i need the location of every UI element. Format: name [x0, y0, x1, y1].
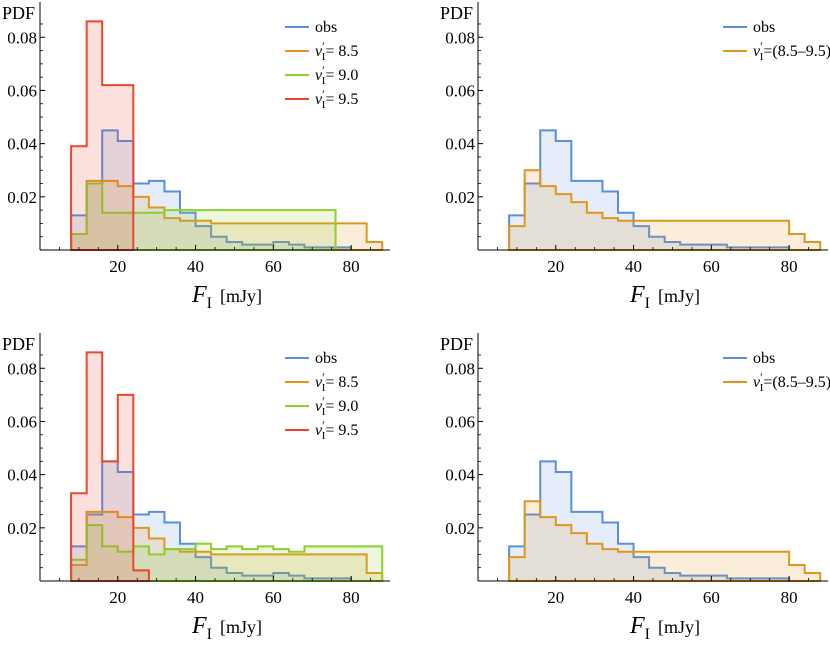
legend-entry: v′ I= 9.0 [315, 394, 358, 418]
legend-entry: v′ I= 8.5 [315, 370, 358, 394]
x-tick-label: 40 [625, 588, 642, 607]
x-tick-label: 60 [703, 257, 720, 276]
x-tick-label: 60 [265, 588, 282, 607]
legend-entry: v′ I= 9.5 [315, 87, 358, 111]
y-tick-label: 0.06 [445, 412, 475, 431]
y-tick-label: 0.08 [7, 28, 37, 47]
panel-top-right: 20 40 60 80 0.02 0.04 0.06 0.08 PDF FI [mJy] obs v′ I… [440, 2, 830, 312]
legend-entry: v′ I= 8.5 [315, 39, 358, 63]
y-tick-label: 0.04 [7, 466, 37, 485]
histogram-series-obs [508, 460, 791, 582]
histogram-series-obs [508, 129, 791, 251]
x-tick-label: 60 [703, 588, 720, 607]
histogram-series-v95 [70, 351, 150, 582]
legend-entry: v′ I=(8.5–9.5) [753, 370, 830, 394]
x-tick-label: 40 [187, 588, 204, 607]
y-tick-label: 0.02 [7, 519, 37, 538]
histogram-series-range [508, 500, 822, 582]
x-axis-label: FI [mJy] [629, 282, 700, 312]
legend-entry: obs [315, 350, 337, 367]
x-tick-label: 20 [109, 588, 126, 607]
panel-bottom-left: 20 40 60 80 0.02 0.04 0.06 0.08 PDF FI [mJy] obs v′ I… [2, 333, 390, 643]
x-axis-label: FI [mJy] [191, 613, 262, 643]
x-tick-label: 20 [547, 588, 564, 607]
y-tick-label: 0.06 [7, 412, 37, 431]
y-tick-label: 0.04 [445, 466, 475, 485]
y-tick-label: 0.04 [445, 135, 475, 154]
x-tick-label: 60 [265, 257, 282, 276]
legend-entry: v′ I= 9.0 [315, 63, 358, 87]
legend-entry: obs [753, 350, 775, 367]
y-tick-label: 0.04 [7, 135, 37, 154]
panel-top-left: 20 40 60 80 0.02 0.04 0.06 0.08 PDF FI [mJy] obs v′ I… [2, 2, 390, 312]
legend: obs v′ I=(8.5–9.5) [723, 19, 830, 63]
legend-entry: obs [315, 19, 337, 36]
x-tick-label: 80 [781, 257, 798, 276]
x-axis-label: FI [mJy] [629, 613, 700, 643]
y-tick-label: 0.08 [445, 28, 475, 47]
x-tick-label: 20 [109, 257, 126, 276]
legend-entry: obs [753, 19, 775, 36]
histogram-series-v90 [70, 524, 384, 582]
legend-entry: v′ I= 9.5 [315, 418, 358, 442]
histogram-series-v95 [70, 20, 135, 251]
y-tick-label: 0.02 [445, 519, 475, 538]
y-axis-label: PDF [2, 334, 35, 354]
x-tick-label: 20 [547, 257, 564, 276]
y-tick-label: 0.06 [7, 81, 37, 100]
y-tick-label: 0.02 [445, 188, 475, 207]
histogram-series-v85 [70, 179, 384, 251]
histogram-series-range [508, 169, 822, 251]
legend: obs v′ I= 8.5v′ I= 9.0v′ I= 9.5 [285, 350, 358, 442]
histogram-series-v90 [70, 182, 337, 251]
x-tick-label: 80 [343, 588, 360, 607]
x-tick-label: 80 [781, 588, 798, 607]
histogram-series-v85 [70, 510, 384, 582]
x-tick-label: 40 [625, 257, 642, 276]
y-tick-label: 0.08 [7, 359, 37, 378]
y-tick-label: 0.06 [445, 81, 475, 100]
legend: obs v′ I= 8.5v′ I= 9.0v′ I= 9.5 [285, 19, 358, 111]
x-axis-label: FI [mJy] [191, 282, 262, 312]
y-tick-label: 0.08 [445, 359, 475, 378]
legend-entry: v′ I=(8.5–9.5) [753, 39, 830, 63]
y-axis-label: PDF [2, 3, 35, 23]
y-axis-label: PDF [440, 334, 473, 354]
panel-bottom-right: 20 40 60 80 0.02 0.04 0.06 0.08 PDF FI [mJy] obs v′ I… [440, 333, 830, 643]
y-tick-label: 0.02 [7, 188, 37, 207]
y-axis-label: PDF [440, 3, 473, 23]
x-tick-label: 40 [187, 257, 204, 276]
histogram-series-obs [70, 129, 353, 251]
x-tick-label: 80 [343, 257, 360, 276]
legend: obs v′ I=(8.5–9.5) [723, 350, 830, 394]
